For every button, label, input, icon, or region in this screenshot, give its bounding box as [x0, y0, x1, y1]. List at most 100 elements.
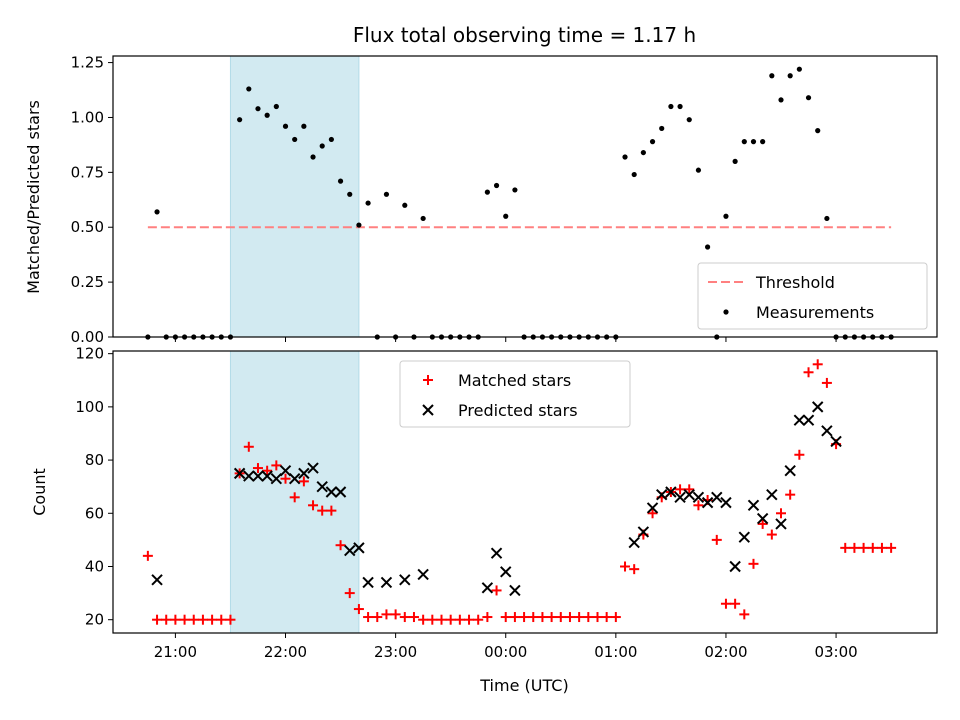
matched-star-point — [142, 550, 153, 561]
measurement-point — [237, 117, 243, 123]
predicted-star-point — [637, 526, 650, 538]
matched-star-point — [757, 518, 768, 529]
predicted-star-point — [307, 462, 319, 474]
y-tick-label: 120 — [75, 345, 104, 363]
predicted-star-point — [380, 576, 393, 589]
matched-star-point — [197, 614, 208, 625]
matched-star-point — [408, 612, 419, 623]
matched-star-point — [399, 612, 410, 623]
measurement-point — [732, 158, 738, 164]
top-plot-frame — [112, 55, 938, 338]
predicted-star-point — [756, 512, 769, 525]
x-tick-label: 02:00 — [704, 643, 747, 661]
matched-star-point — [849, 542, 860, 553]
measurement-point — [503, 213, 509, 219]
x-tick-label: 01:00 — [594, 643, 637, 661]
measurement-point — [246, 86, 252, 92]
legend-matched-swatch — [423, 375, 433, 385]
legend-box — [399, 360, 631, 428]
x-tick-label: 23:00 — [374, 643, 417, 661]
y-tick-label: 1.00 — [71, 108, 104, 126]
matched-star-point — [353, 604, 364, 615]
predicted-star-point — [344, 544, 356, 557]
matched-star-point — [207, 614, 218, 625]
matched-star-point — [519, 612, 530, 623]
matched-star-point — [564, 612, 575, 623]
matched-star-point — [418, 614, 429, 625]
matched-star-point — [326, 505, 337, 516]
matched-star-point — [794, 449, 805, 460]
matched-star-point — [252, 463, 263, 474]
measurement-point — [282, 123, 289, 129]
predicted-star-point — [793, 414, 806, 426]
predicted-star-point — [665, 486, 677, 498]
y-tick-label: 20 — [85, 611, 104, 629]
matched-star-point — [372, 612, 383, 623]
predicted-star-point — [334, 486, 347, 498]
legend-label: Predicted stars — [458, 401, 578, 420]
measurement-point — [154, 209, 160, 215]
measurement-point — [778, 97, 784, 103]
x-tick-label: 00:00 — [484, 643, 527, 661]
predicted-star-point — [683, 488, 695, 501]
predicted-star-point — [784, 465, 796, 477]
predicted-star-point — [288, 472, 301, 485]
measurement-point — [677, 103, 683, 110]
predicted-star-point — [812, 401, 824, 413]
matched-star-point — [216, 614, 227, 625]
matched-star-point — [730, 598, 741, 609]
y-tick-label: 0.50 — [71, 218, 104, 236]
predicted-star-point — [509, 584, 521, 597]
predicted-star-point — [353, 542, 365, 554]
measurement-point — [356, 222, 362, 228]
measurement-point — [649, 139, 656, 145]
matched-star-point — [693, 500, 704, 511]
matched-star-point — [629, 564, 640, 575]
y-tick-label: 40 — [85, 557, 104, 575]
top-ylabel: Matched/Predicted stars — [24, 100, 43, 294]
matched-star-point — [858, 542, 869, 553]
matched-star-point — [500, 612, 511, 623]
matched-star-point — [454, 614, 465, 625]
measurement-point — [805, 95, 812, 101]
measurement-point — [273, 103, 279, 110]
measurement-point — [760, 139, 766, 145]
measurement-point — [695, 167, 702, 173]
predicted-star-point — [674, 491, 686, 504]
matched-star-point — [473, 614, 484, 625]
x-tick-label: 21:00 — [154, 643, 197, 661]
matched-star-point — [363, 612, 374, 623]
measurement-point — [310, 154, 316, 160]
y-tick-label: 0.25 — [71, 273, 104, 291]
measurement-point — [484, 189, 490, 195]
measurement-point — [631, 171, 637, 178]
predicted-star-point — [628, 536, 640, 549]
predicted-star-point — [775, 518, 787, 530]
predicted-star-point — [500, 566, 512, 578]
legend-label: Matched stars — [458, 371, 571, 390]
matched-star-point — [491, 585, 502, 596]
matched-star-point — [574, 612, 585, 623]
predicted-star-point — [233, 467, 246, 480]
predicted-star-point — [417, 568, 429, 581]
predicted-star-point — [316, 480, 328, 493]
measurement-point — [301, 123, 307, 129]
bottom-ylabel: Count — [30, 468, 49, 516]
x-tick-label: 22:00 — [264, 643, 307, 661]
measurement-point — [347, 191, 353, 197]
top-panel: 0.00 0.25 0.50 0.75 1.00 1.25 Threshold Measur… — [24, 54, 938, 346]
matched-star-point — [390, 609, 401, 620]
matched-star-point — [509, 612, 520, 623]
matched-star-point — [886, 542, 897, 553]
measurement-point — [686, 117, 692, 123]
measurement-point — [659, 125, 665, 132]
y-tick-label: 0.00 — [71, 328, 104, 346]
matched-star-point — [482, 612, 493, 623]
bottom-plot-frame — [112, 350, 938, 634]
predicted-star-point — [490, 547, 503, 559]
predicted-star-point — [766, 488, 778, 501]
matched-star-point — [583, 612, 594, 623]
observing-window-span — [229, 350, 360, 634]
matched-star-point — [867, 542, 878, 553]
